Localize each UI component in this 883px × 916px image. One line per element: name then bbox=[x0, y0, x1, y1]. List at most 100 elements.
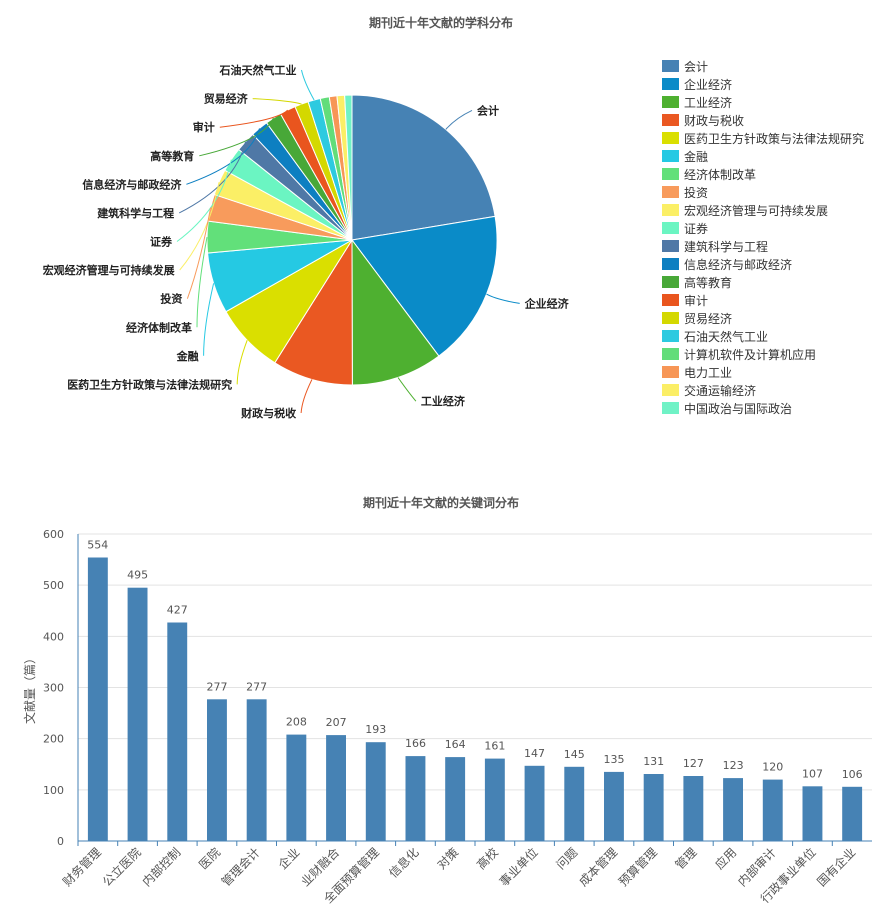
legend-label[interactable]: 信息经济与邮政经济 bbox=[684, 257, 792, 272]
legend-label[interactable]: 投资 bbox=[684, 185, 708, 200]
y-tick-label: 300 bbox=[43, 682, 64, 695]
legend-label[interactable]: 中国政治与国际政治 bbox=[684, 401, 792, 416]
pie-slice-label: 石油天然气工业 bbox=[219, 63, 297, 77]
legend-label[interactable]: 工业经济 bbox=[684, 95, 732, 110]
x-tick-label: 国有企业 bbox=[814, 845, 859, 890]
bar[interactable] bbox=[246, 699, 267, 841]
legend-label[interactable]: 会计 bbox=[684, 60, 708, 74]
pie-slice[interactable] bbox=[351, 94, 496, 241]
pie-leader-line bbox=[186, 128, 260, 185]
legend-swatch[interactable] bbox=[662, 402, 679, 414]
x-tick-label: 预算管理 bbox=[615, 845, 660, 890]
pie-slice[interactable] bbox=[344, 94, 353, 241]
legend-label[interactable]: 建筑科学与工程 bbox=[684, 239, 768, 254]
bar[interactable] bbox=[842, 786, 863, 841]
bar-value-label: 164 bbox=[445, 738, 466, 751]
bar[interactable] bbox=[167, 622, 188, 842]
bar[interactable] bbox=[683, 776, 704, 841]
bar[interactable] bbox=[723, 778, 743, 841]
bar[interactable] bbox=[286, 734, 307, 841]
bar[interactable] bbox=[604, 771, 624, 841]
bar-value-label: 131 bbox=[643, 755, 664, 768]
legend-swatch[interactable] bbox=[662, 366, 679, 378]
pie-chart-title: 期刊近十年文献的学科分布 bbox=[369, 15, 513, 30]
pie-leader-line bbox=[199, 117, 274, 157]
bar[interactable] bbox=[87, 557, 108, 842]
pie-slice-label: 企业经济 bbox=[524, 296, 570, 310]
x-tick-label: 事业单位 bbox=[496, 845, 541, 890]
legend-swatch[interactable] bbox=[662, 258, 679, 270]
pie-slice[interactable] bbox=[274, 238, 353, 386]
bar[interactable] bbox=[802, 786, 823, 841]
legend-label[interactable]: 经济体制改革 bbox=[684, 167, 756, 182]
legend-swatch[interactable] bbox=[662, 330, 679, 342]
legend-label[interactable]: 石油天然气工业 bbox=[684, 329, 768, 344]
pie-leader-line bbox=[445, 109, 473, 130]
bar[interactable] bbox=[564, 766, 585, 841]
legend-swatch[interactable] bbox=[662, 312, 679, 324]
bar[interactable] bbox=[207, 699, 227, 841]
pie-leader-line bbox=[397, 377, 417, 402]
legend-swatch[interactable] bbox=[662, 276, 679, 288]
legend-swatch[interactable] bbox=[662, 78, 679, 90]
legend-label[interactable]: 审计 bbox=[684, 293, 708, 308]
y-tick-label: 200 bbox=[43, 733, 64, 746]
x-tick-label: 问题 bbox=[554, 845, 581, 872]
bar[interactable] bbox=[365, 742, 386, 841]
bar[interactable] bbox=[326, 735, 346, 841]
legend-swatch[interactable] bbox=[662, 240, 679, 252]
bar-value-label: 135 bbox=[604, 753, 625, 766]
legend-swatch[interactable] bbox=[662, 96, 679, 108]
y-tick-label: 600 bbox=[43, 528, 64, 541]
bar[interactable] bbox=[127, 587, 148, 841]
legend-swatch[interactable] bbox=[662, 132, 679, 144]
legend-label[interactable]: 贸易经济 bbox=[684, 311, 732, 326]
bar-value-label: 161 bbox=[484, 740, 505, 753]
x-tick-label: 公立医院 bbox=[99, 845, 144, 890]
legend-swatch[interactable] bbox=[662, 294, 679, 306]
legend-swatch[interactable] bbox=[662, 384, 679, 396]
legend-swatch[interactable] bbox=[662, 168, 679, 180]
bar[interactable] bbox=[445, 757, 466, 841]
y-tick-label: 400 bbox=[43, 630, 64, 643]
legend-label[interactable]: 高等教育 bbox=[684, 275, 732, 290]
pie-leader-line bbox=[300, 379, 313, 414]
legend-swatch[interactable] bbox=[662, 348, 679, 360]
legend-label[interactable]: 企业经济 bbox=[684, 77, 732, 92]
x-tick-label: 管理会计 bbox=[218, 845, 263, 890]
legend-label[interactable]: 金融 bbox=[684, 149, 708, 164]
legend-swatch[interactable] bbox=[662, 222, 679, 234]
legend-label[interactable]: 证券 bbox=[684, 221, 708, 236]
bar[interactable] bbox=[405, 756, 426, 841]
legend-label[interactable]: 电力工业 bbox=[684, 366, 732, 380]
legend-swatch[interactable] bbox=[662, 60, 679, 72]
bar[interactable] bbox=[524, 765, 545, 841]
bar[interactable] bbox=[484, 758, 505, 841]
x-tick-label: 高校 bbox=[473, 845, 501, 873]
pie-slice-label: 财政与税收 bbox=[240, 406, 296, 420]
legend-swatch[interactable] bbox=[662, 150, 679, 162]
pie-leader-line bbox=[196, 237, 208, 328]
pie-slice-label: 贸易经济 bbox=[204, 92, 249, 106]
legend-label[interactable]: 医药卫生方针政策与法律法规研究 bbox=[684, 131, 864, 146]
pie-leader-line bbox=[236, 340, 248, 385]
pie-leader-line bbox=[486, 293, 520, 304]
pie-slice[interactable] bbox=[351, 238, 440, 386]
legend-swatch[interactable] bbox=[662, 204, 679, 216]
pie-slice-label: 高等教育 bbox=[150, 149, 194, 163]
bar-value-label: 495 bbox=[127, 569, 148, 582]
bar[interactable] bbox=[762, 779, 783, 841]
x-tick-label: 企业 bbox=[275, 845, 303, 873]
bar[interactable] bbox=[643, 774, 664, 841]
legend-swatch[interactable] bbox=[662, 114, 679, 126]
legend-label[interactable]: 交通运输经济 bbox=[684, 383, 756, 398]
legend-label[interactable]: 宏观经济管理与可持续发展 bbox=[684, 203, 828, 218]
bar-value-label: 145 bbox=[564, 748, 585, 761]
legend-swatch[interactable] bbox=[662, 186, 679, 198]
bar-value-label: 427 bbox=[167, 604, 188, 617]
pie-slice-label: 证券 bbox=[150, 235, 173, 249]
legend-label[interactable]: 财政与税收 bbox=[684, 114, 744, 128]
legend-label[interactable]: 计算机软件及计算机应用 bbox=[684, 347, 816, 362]
bar-value-label: 127 bbox=[683, 757, 704, 770]
pie-slice-label: 工业经济 bbox=[421, 394, 466, 408]
